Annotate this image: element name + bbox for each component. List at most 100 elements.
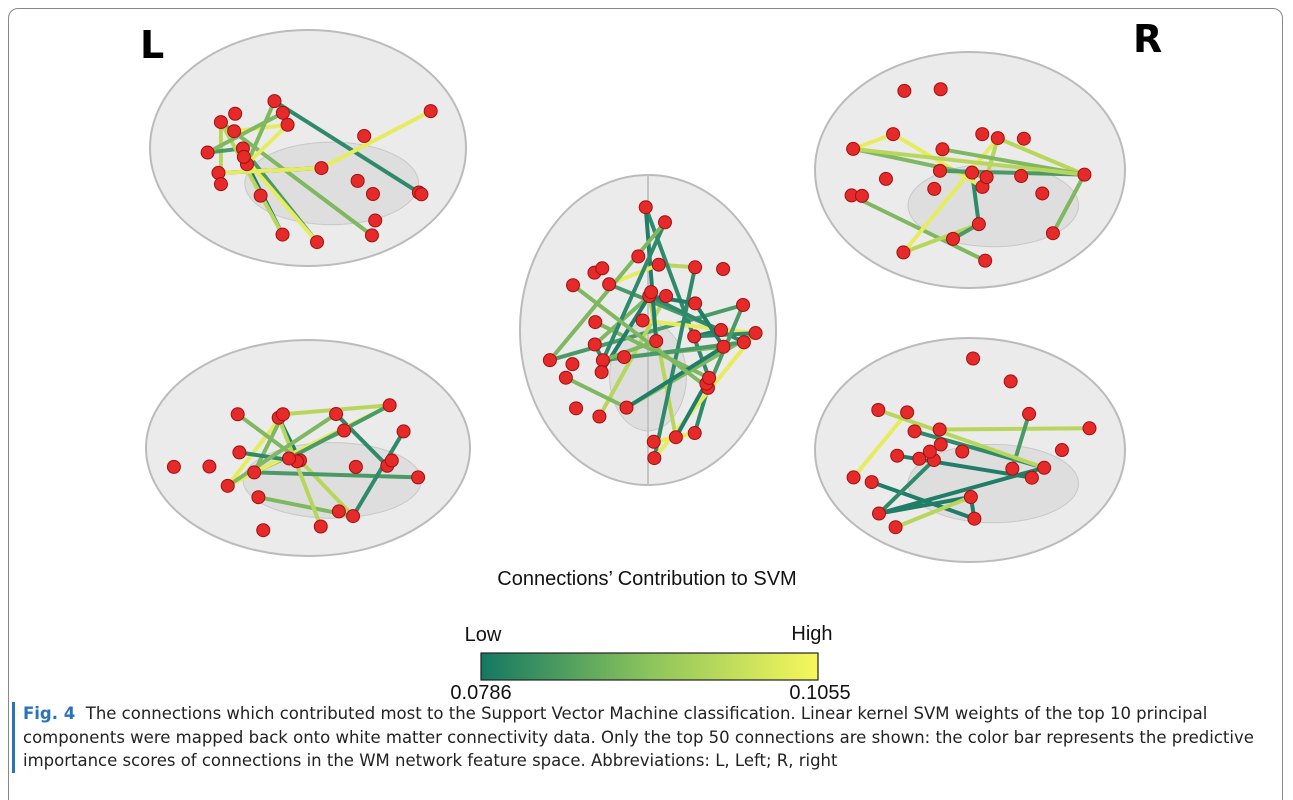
node <box>872 404 885 417</box>
brain-renderings <box>146 30 1125 562</box>
node <box>749 327 762 340</box>
node <box>639 201 652 214</box>
node <box>1017 132 1030 145</box>
node <box>1083 422 1096 435</box>
node <box>315 162 328 175</box>
node <box>689 297 702 310</box>
node <box>596 262 609 275</box>
node <box>570 402 583 415</box>
node <box>964 490 977 503</box>
node <box>889 521 902 534</box>
node <box>717 340 730 353</box>
page: L R Connections’ Contribution to SVM Low… <box>0 0 1293 800</box>
node <box>365 229 378 242</box>
caption-text: The connections which contributed most t… <box>23 704 1254 770</box>
node <box>559 371 572 384</box>
node <box>338 424 351 437</box>
node <box>252 491 265 504</box>
node <box>934 83 947 96</box>
node <box>901 406 914 419</box>
node <box>855 189 868 202</box>
node <box>1046 227 1059 240</box>
node <box>648 452 661 465</box>
node <box>936 143 949 156</box>
node <box>865 476 878 489</box>
node <box>603 278 616 291</box>
node <box>737 336 750 349</box>
node <box>645 286 658 299</box>
node <box>636 314 649 327</box>
node <box>588 338 601 351</box>
node <box>991 132 1004 145</box>
node <box>229 107 242 120</box>
node <box>933 423 946 436</box>
node <box>618 351 631 364</box>
node <box>632 250 645 263</box>
node <box>872 507 885 520</box>
node <box>424 105 437 118</box>
node <box>620 401 633 414</box>
node <box>254 189 267 202</box>
colorbar-max: 0.1055 <box>789 682 850 700</box>
node <box>1078 168 1091 181</box>
node <box>415 188 428 201</box>
node <box>688 330 701 343</box>
caption: Fig. 4 The connections which contributed… <box>12 702 1283 773</box>
node <box>366 187 379 200</box>
node <box>311 236 324 249</box>
colorbar-low-label: Low <box>465 624 502 646</box>
node <box>369 214 382 227</box>
node <box>956 445 969 458</box>
node <box>276 408 289 421</box>
node <box>385 454 398 467</box>
node <box>650 335 663 348</box>
node <box>283 452 296 465</box>
node <box>248 466 261 479</box>
node <box>660 290 673 303</box>
node <box>847 142 860 155</box>
connection <box>940 428 1090 429</box>
node <box>351 174 364 187</box>
node <box>276 106 289 119</box>
node <box>412 471 425 484</box>
node <box>689 261 702 274</box>
node <box>923 445 936 458</box>
node <box>358 130 371 143</box>
node <box>281 118 294 131</box>
node <box>688 427 701 440</box>
node <box>928 182 941 195</box>
node <box>652 258 665 271</box>
node <box>383 399 396 412</box>
node <box>966 166 979 179</box>
node <box>897 246 910 259</box>
right-label: R <box>1133 17 1162 61</box>
node <box>233 446 246 459</box>
node <box>669 431 682 444</box>
node <box>203 460 216 473</box>
node <box>847 471 860 484</box>
node <box>979 254 992 267</box>
node <box>968 512 981 525</box>
node <box>898 84 911 97</box>
node <box>1006 462 1019 475</box>
node <box>332 505 345 518</box>
colorbar <box>481 653 818 680</box>
node <box>879 172 892 185</box>
node <box>167 460 180 473</box>
node <box>214 178 227 191</box>
node <box>221 479 234 492</box>
node <box>715 324 728 337</box>
node <box>1004 375 1017 388</box>
node <box>589 316 602 329</box>
node <box>887 128 900 141</box>
node <box>314 520 327 533</box>
colorbar-high-label: High <box>791 623 832 645</box>
colorbar-min: 0.0786 <box>450 682 511 700</box>
node <box>567 279 580 292</box>
left-label: L <box>140 23 164 67</box>
colorbar-title: Connections’ Contribution to SVM <box>497 568 796 590</box>
node <box>1055 444 1068 457</box>
node <box>214 116 227 129</box>
node <box>596 354 609 367</box>
node <box>268 95 281 108</box>
